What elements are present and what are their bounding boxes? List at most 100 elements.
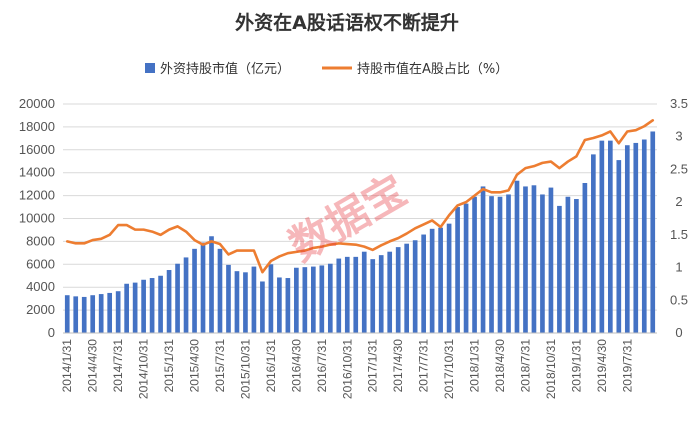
y-axis-right: 0 0.5 1 1.5 2 2.5 3 3.5: [670, 96, 688, 340]
x-tick-label: 2017/4/30: [391, 339, 405, 393]
bar: [226, 264, 231, 333]
line-series: [65, 119, 655, 274]
x-tick-label: 2015/4/30: [188, 339, 202, 393]
bar: [294, 267, 299, 333]
bar: [557, 205, 562, 333]
x-tick-label: 2014/1/31: [60, 339, 74, 393]
y-left-tick-label: 0: [48, 325, 55, 340]
legend-line-label: 持股市值在A股占比（%）: [357, 61, 508, 77]
x-tick-label: 2019/7/31: [620, 339, 634, 393]
y-right-tick-label: 3: [675, 129, 682, 144]
x-tick-label: 2015/10/31: [238, 339, 252, 399]
y-right-tick-label: 1.5: [670, 227, 688, 242]
bar: [455, 207, 460, 333]
x-tick-label: 2017/10/31: [442, 339, 456, 399]
bar: [582, 183, 588, 333]
bar: [650, 131, 656, 333]
bar: [353, 256, 359, 333]
bar: [166, 270, 172, 333]
bar: [438, 227, 443, 333]
chart-title: 外资在A股话语权不断提升: [235, 11, 459, 34]
y-left-tick-label: 12000: [19, 188, 55, 203]
bar: [319, 265, 325, 333]
bar: [209, 236, 214, 333]
legend-bar-label: 外资持股市值（亿元）: [160, 61, 290, 77]
bar: [378, 255, 384, 333]
bar: [523, 186, 528, 333]
bar: [98, 294, 104, 333]
bar: [192, 248, 197, 333]
bar: [616, 160, 622, 333]
x-tick-label: 2018/10/31: [544, 339, 558, 399]
x-tick-label: 2016/4/30: [289, 339, 303, 393]
bar: [90, 295, 96, 333]
y-axis-left: 0 2000 4000 6000 8000 10000 12000 14000 16000 180…: [19, 96, 55, 340]
x-tick-label: 2017/1/31: [366, 339, 380, 393]
x-tick-label: 2014/7/31: [111, 339, 125, 393]
legend: 外资持股市值（亿元） 持股市值在A股占比（%）: [145, 61, 508, 77]
bar: [107, 292, 113, 333]
x-tick-label: 2014/10/31: [137, 339, 151, 399]
x-tick-label: 2018/4/30: [493, 339, 507, 393]
bar: [370, 259, 376, 333]
bar: [183, 257, 189, 333]
bar: [243, 272, 248, 333]
bar: [268, 264, 274, 333]
bar: [336, 258, 342, 333]
bar: [81, 296, 87, 333]
y-left-tick-label: 4000: [26, 279, 55, 294]
bar: [565, 196, 571, 333]
x-axis: 2014/1/31 2014/4/30 2014/7/31 2014/10/31 201…: [60, 332, 657, 399]
y-right-tick-label: 2: [675, 194, 682, 209]
bar: [217, 248, 223, 333]
x-tick-label: 2015/7/31: [213, 339, 227, 393]
bar: [574, 199, 579, 333]
bar: [633, 142, 639, 333]
bar: [115, 291, 121, 333]
bar: [175, 263, 180, 333]
bar: [412, 240, 418, 333]
x-tick-label: 2018/7/31: [518, 339, 532, 393]
x-tick-label: 2018/1/31: [468, 339, 482, 393]
bar: [141, 279, 146, 333]
bar: [489, 196, 494, 333]
bar: [641, 139, 647, 333]
x-tick-label: 2016/7/31: [315, 339, 329, 393]
bar: [132, 282, 138, 333]
bar: [387, 251, 393, 333]
bar: [506, 194, 511, 333]
bar: [421, 234, 426, 333]
y-left-tick-label: 10000: [19, 211, 55, 226]
bar: [514, 180, 520, 333]
bar: [344, 256, 350, 333]
y-left-tick-label: 8000: [26, 233, 55, 248]
bar: [234, 271, 240, 333]
y-left-tick-label: 2000: [26, 302, 55, 317]
bar: [599, 140, 605, 333]
bar: [158, 275, 163, 333]
y-left-tick-label: 18000: [19, 119, 55, 134]
bar: [624, 145, 630, 333]
bar: [472, 196, 477, 333]
x-tick-label: 2015/1/31: [162, 339, 176, 393]
bar: [251, 266, 257, 333]
y-left-tick-label: 20000: [19, 96, 55, 111]
bar: [64, 295, 70, 333]
x-tick-label: 2019/1/31: [569, 339, 583, 393]
line-path: [65, 119, 655, 274]
bar: [260, 281, 265, 333]
bar: [361, 251, 367, 333]
bar: [446, 223, 452, 333]
bar: [302, 267, 308, 333]
y-right-tick-label: 0.5: [670, 292, 688, 307]
bar: [463, 203, 469, 333]
bar: [531, 185, 537, 333]
x-tick-label: 2016/10/31: [340, 339, 354, 399]
bar: [149, 278, 155, 333]
bar: [404, 243, 410, 333]
bar: [200, 242, 206, 333]
bar-series: [64, 131, 656, 334]
x-tick-label: 2017/7/31: [417, 339, 431, 393]
bar: [277, 277, 282, 333]
